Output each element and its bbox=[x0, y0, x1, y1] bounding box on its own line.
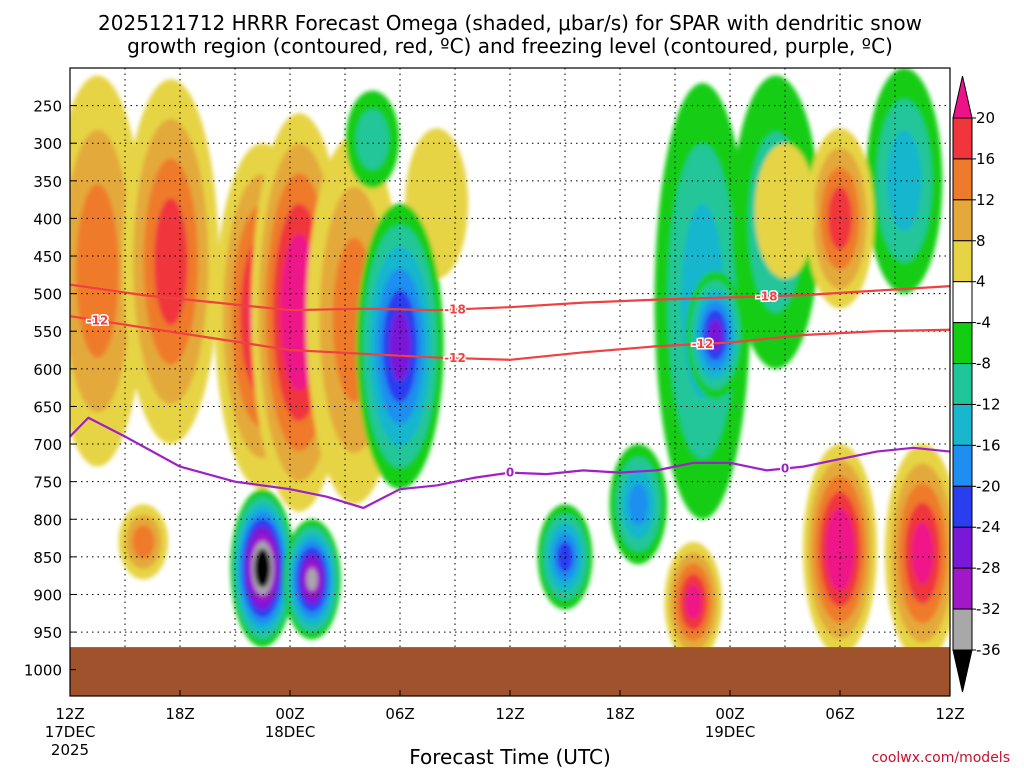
y-tick-label-450: 450 bbox=[33, 248, 62, 266]
x-tick-date-12: 18DEC bbox=[265, 723, 316, 741]
omega-feature-2-level-2 bbox=[132, 525, 155, 559]
contour-label-dgz-minus12-2: -12 bbox=[692, 337, 714, 351]
x-tick-label-12: 00Z bbox=[275, 705, 304, 723]
colorbar-box-1 bbox=[952, 117, 973, 160]
colorbar-label-1: 16 bbox=[976, 150, 995, 168]
x-tick-date-36: 19DEC bbox=[705, 723, 756, 741]
x-tick-label-36: 00Z bbox=[715, 705, 744, 723]
x-axis-label: Forecast Time (UTC) bbox=[409, 745, 611, 768]
x-tick-label-0: 12Z bbox=[55, 705, 84, 723]
contour-label-freezing-level-1: 0 bbox=[781, 461, 789, 475]
x-tick-year-0: 2025 bbox=[51, 741, 89, 759]
y-tick-label-550: 550 bbox=[33, 323, 62, 341]
y-tick-label-500: 500 bbox=[33, 286, 62, 304]
omega-feature-10-level-1 bbox=[356, 109, 389, 170]
colorbar-box-4 bbox=[952, 240, 973, 283]
colorbar-label-2: 12 bbox=[976, 191, 995, 209]
y-tick-label-700: 700 bbox=[33, 436, 62, 454]
x-tick-label-30: 18Z bbox=[605, 705, 634, 723]
contour-label-dgz-minus18-0: -18 bbox=[444, 302, 466, 316]
y-tick-label-950: 950 bbox=[33, 624, 62, 642]
colorbar-label-12: -32 bbox=[976, 600, 1001, 618]
contour-label-dgz-minus18-1: -18 bbox=[756, 289, 778, 303]
colorbar-bottom-arrow bbox=[952, 649, 973, 693]
omega-feature-12-level-3 bbox=[628, 483, 649, 526]
chart-title-line2: growth region (contoured, red, ºC) and f… bbox=[127, 34, 893, 58]
colorbar-label-6: -8 bbox=[976, 355, 991, 373]
contour-label-dgz-minus12-0: -12 bbox=[87, 313, 109, 327]
omega-feature-0-level-2 bbox=[76, 184, 119, 358]
colorbar-top-arrow bbox=[952, 75, 973, 119]
y-tick-label-900: 900 bbox=[33, 586, 62, 604]
omega-feature-4-level-5 bbox=[287, 264, 311, 361]
colorbar-box-8 bbox=[952, 403, 973, 446]
omega-feature-16-level-2 bbox=[887, 130, 922, 231]
omega-feature-21-level-4 bbox=[911, 521, 934, 585]
omega-feature-9-level-5 bbox=[389, 311, 411, 381]
colorbar-label-9: -20 bbox=[976, 477, 1001, 495]
colorbar-box-6 bbox=[952, 322, 973, 365]
colorbar-box-2 bbox=[952, 158, 973, 201]
omega-feature-8-level-7 bbox=[306, 568, 318, 591]
colorbar-box-9 bbox=[952, 444, 973, 487]
y-tick-label-1000: 1000 bbox=[24, 662, 62, 680]
omega-feature-18-level-0 bbox=[754, 143, 816, 279]
plot-area: -18 -18 -12 -12 -12 0 0 bbox=[70, 68, 950, 696]
colorbar-label-8: -16 bbox=[976, 436, 1001, 454]
colorbar-box-5 bbox=[952, 281, 973, 324]
colorbar-box-11 bbox=[952, 526, 973, 569]
y-tick-label-850: 850 bbox=[33, 549, 62, 567]
contour-label-freezing-level-0: 0 bbox=[506, 466, 514, 480]
colorbar-label-0: 20 bbox=[976, 109, 995, 127]
omega-feature-1-level-3 bbox=[154, 198, 188, 326]
colorbar-label-4: 4 bbox=[976, 273, 986, 291]
contour-dgz-minus12 bbox=[70, 315, 950, 361]
y-tick-label-300: 300 bbox=[33, 135, 62, 153]
x-tick-label-6: 18Z bbox=[165, 705, 194, 723]
colorbar-box-13 bbox=[952, 608, 973, 651]
colorbar: 20 16 12 8 4 -4 -8 -12 -16 -20 -24 -28 -32 -36 bbox=[952, 75, 1001, 693]
colorbar-box-7 bbox=[952, 363, 973, 405]
colorbar-label-3: 8 bbox=[976, 232, 986, 250]
x-tick-label-24: 12Z bbox=[495, 705, 524, 723]
x-tick-date-0: 17DEC bbox=[45, 723, 96, 741]
contour-lines: -18 -18 -12 -12 -12 0 0 bbox=[70, 283, 950, 510]
y-axis: 250 300 350 400 450 500 550 600 650 700 750 800 850 9… bbox=[24, 98, 76, 680]
credit-link[interactable]: coolwx.com/models bbox=[872, 750, 1010, 766]
colorbar-label-7: -12 bbox=[976, 395, 1001, 413]
y-tick-label-350: 350 bbox=[33, 173, 62, 191]
colorbar-box-3 bbox=[952, 199, 973, 242]
contour-label-dgz-minus12-1: -12 bbox=[444, 351, 466, 365]
colorbar-box-10 bbox=[952, 485, 973, 528]
gridlines bbox=[70, 68, 950, 696]
x-tick-label-42: 06Z bbox=[825, 705, 854, 723]
contour-dgz-minus18 bbox=[70, 283, 950, 312]
colorbar-label-13: -36 bbox=[976, 641, 1001, 659]
contour-freezing-level bbox=[70, 416, 950, 510]
omega-feature-20-level-5 bbox=[831, 523, 849, 575]
y-tick-label-600: 600 bbox=[33, 361, 62, 379]
y-tick-label-250: 250 bbox=[33, 98, 62, 116]
x-tick-label-48: 12Z bbox=[935, 705, 964, 723]
chart-title-line1: 2025121712 HRRR Forecast Omega (shaded, … bbox=[98, 11, 922, 35]
colorbar-label-5: -4 bbox=[976, 314, 991, 332]
colorbar-label-10: -24 bbox=[976, 518, 1001, 536]
y-tick-label-800: 800 bbox=[33, 511, 62, 529]
y-tick-label-650: 650 bbox=[33, 398, 62, 416]
x-tick-label-18: 06Z bbox=[385, 705, 414, 723]
omega-feature-19-level-4 bbox=[685, 584, 702, 620]
y-tick-label-750: 750 bbox=[33, 474, 62, 492]
colorbar-box-12 bbox=[952, 567, 973, 610]
y-tick-label-400: 400 bbox=[33, 210, 62, 228]
ground-below-surface bbox=[70, 647, 950, 696]
colorbar-label-11: -28 bbox=[976, 559, 1001, 577]
omega-feature-7-level-9 bbox=[257, 556, 268, 581]
